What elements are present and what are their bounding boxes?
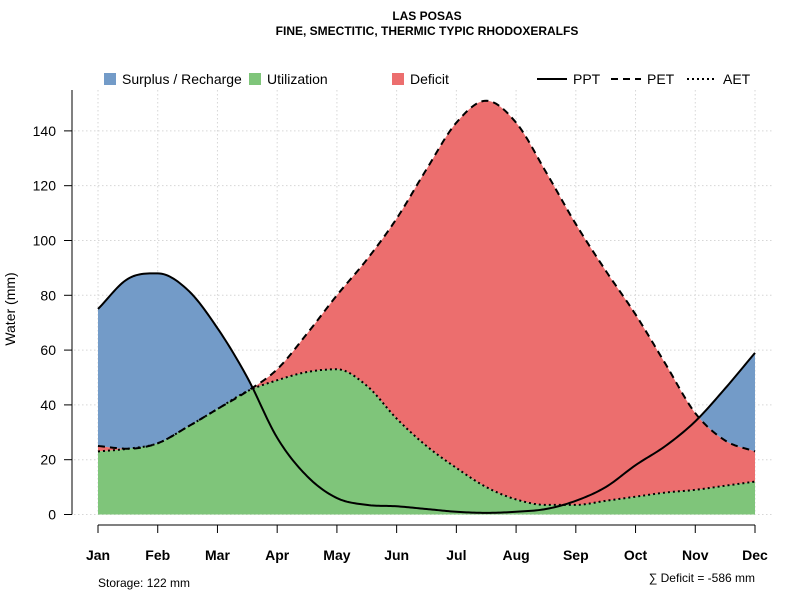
- legend: Surplus / Recharge Utilization Deficit P…: [104, 71, 751, 87]
- legend-label-deficit: Deficit: [410, 71, 449, 87]
- legend-label-aet: AET: [723, 71, 751, 87]
- y-tick-label: 80: [40, 287, 56, 303]
- y-tick-label: 140: [33, 123, 57, 139]
- y-tick-label: 120: [33, 178, 57, 194]
- legend-swatch-utilization: [249, 73, 261, 85]
- x-tick-label: Dec: [742, 547, 768, 563]
- legend-label-pet: PET: [647, 71, 675, 87]
- utilization-area: [98, 369, 755, 515]
- x-tick-label: Sep: [563, 547, 589, 563]
- series-lines: [97, 99, 756, 514]
- surplus-area: [98, 100, 755, 452]
- storage-note: Storage: 122 mm: [98, 576, 190, 590]
- y-tick-label: 100: [33, 232, 57, 248]
- deficit-note: ∑ Deficit = -586 mm: [649, 571, 755, 585]
- x-tick-label: Apr: [265, 547, 290, 563]
- deficit-area: [98, 100, 755, 505]
- legend-label-ppt: PPT: [573, 71, 601, 87]
- y-tick-label: 0: [48, 507, 56, 523]
- x-tick-label: Nov: [682, 547, 709, 563]
- x-tick-label: Jun: [384, 547, 409, 563]
- x-tick-label: May: [323, 547, 350, 563]
- x-tick-label: Oct: [624, 547, 648, 563]
- x-tick-label: Jan: [86, 547, 110, 563]
- y-tick-label: 40: [40, 397, 56, 413]
- x-tick-label: Feb: [145, 547, 170, 563]
- chart-title: LAS POSAS: [392, 9, 461, 23]
- series-line-aet: [97, 368, 756, 506]
- legend-label-surplus: Surplus / Recharge: [122, 71, 242, 87]
- y-tick-label: 20: [40, 452, 56, 468]
- series-line-ppt: [97, 272, 756, 514]
- chart-subtitle: FINE, SMECTITIC, THERMIC TYPIC RHODOXERA…: [276, 24, 579, 38]
- legend-swatch-deficit: [392, 73, 404, 85]
- x-tick-label: Aug: [502, 547, 529, 563]
- legend-swatch-surplus: [104, 73, 116, 85]
- x-tick-label: Mar: [205, 547, 230, 563]
- legend-label-utilization: Utilization: [267, 71, 328, 87]
- water-balance-areas: [98, 100, 755, 515]
- x-tick-label: Jul: [446, 547, 466, 563]
- axes: 0 20 40 60 80 100 120 140 Jan Feb Mar Apr May Jun Jul A…: [33, 90, 768, 563]
- y-tick-label: 60: [40, 342, 56, 358]
- y-axis-label: Water (mm): [2, 272, 18, 345]
